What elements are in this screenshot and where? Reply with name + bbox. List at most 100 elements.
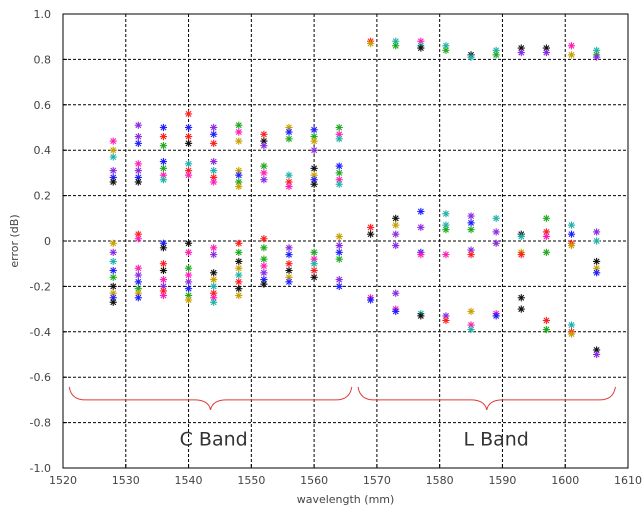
data-point bbox=[542, 248, 550, 256]
data-point bbox=[109, 146, 117, 154]
data-point bbox=[184, 123, 193, 132]
data-point bbox=[335, 135, 343, 143]
x-tick-label: 1530 bbox=[112, 474, 140, 487]
data-point bbox=[335, 169, 343, 177]
data-point bbox=[109, 239, 117, 247]
band-labels: C Band L Band bbox=[180, 428, 529, 450]
data-point bbox=[260, 275, 268, 284]
data-point bbox=[109, 298, 117, 306]
data-point bbox=[417, 223, 425, 231]
data-point bbox=[310, 273, 318, 281]
data-point bbox=[467, 307, 475, 315]
data-point bbox=[159, 142, 168, 150]
y-tick-label: -1.0 bbox=[30, 462, 51, 475]
data-point bbox=[567, 42, 576, 50]
data-point bbox=[109, 167, 117, 175]
data-point bbox=[109, 282, 117, 290]
data-point bbox=[235, 137, 243, 145]
data-point bbox=[567, 230, 576, 238]
data-point bbox=[184, 132, 193, 141]
y-tick-label: 0.6 bbox=[34, 99, 52, 112]
data-point bbox=[235, 248, 243, 256]
data-point bbox=[417, 251, 425, 259]
data-point bbox=[210, 123, 218, 132]
x-tick-label: 1540 bbox=[175, 474, 203, 487]
data-point bbox=[517, 48, 525, 57]
data-point bbox=[184, 160, 193, 168]
data-point bbox=[184, 271, 193, 279]
data-point bbox=[285, 182, 293, 191]
data-point bbox=[442, 316, 450, 325]
data-point bbox=[310, 260, 318, 268]
data-point bbox=[134, 173, 142, 182]
data-point bbox=[392, 241, 400, 250]
data-point bbox=[109, 178, 117, 186]
y-tick-label: 0.2 bbox=[34, 190, 52, 203]
data-point bbox=[134, 235, 142, 243]
data-point bbox=[134, 132, 142, 141]
data-point bbox=[260, 280, 268, 288]
data-point bbox=[159, 275, 168, 284]
data-point bbox=[593, 53, 601, 61]
data-point bbox=[184, 110, 193, 118]
band-brace bbox=[357, 386, 616, 411]
data-point bbox=[109, 137, 117, 145]
data-point bbox=[260, 176, 268, 184]
x-tick-label: 1570 bbox=[363, 474, 391, 487]
data-point bbox=[467, 219, 475, 227]
data-point bbox=[285, 260, 293, 268]
data-point bbox=[285, 266, 293, 275]
data-point bbox=[417, 44, 425, 52]
data-point bbox=[593, 350, 601, 359]
x-tick-labels: 1520 1530 1540 1550 1560 1570 1580 1590 1600 1610 bbox=[49, 474, 642, 487]
data-point bbox=[235, 264, 243, 272]
y-tick-label: 0.8 bbox=[34, 53, 52, 66]
plot-frame bbox=[62, 13, 629, 469]
data-point bbox=[235, 239, 243, 247]
data-point bbox=[260, 137, 268, 145]
data-point bbox=[134, 160, 142, 168]
data-point bbox=[109, 266, 117, 275]
data-point bbox=[367, 39, 375, 48]
data-point bbox=[285, 251, 293, 259]
data-point bbox=[492, 228, 500, 236]
y-axis-title: error (dB) bbox=[8, 214, 21, 267]
data-point bbox=[442, 210, 450, 218]
x-tick-label: 1590 bbox=[488, 474, 516, 487]
data-point bbox=[235, 171, 243, 179]
data-point bbox=[310, 126, 318, 134]
y-tick-label: -0.8 bbox=[30, 417, 51, 430]
data-point bbox=[235, 271, 243, 279]
data-point bbox=[335, 248, 343, 256]
data-point bbox=[109, 257, 117, 266]
data-point bbox=[285, 178, 293, 186]
data-point bbox=[517, 294, 525, 302]
data-point bbox=[235, 182, 243, 191]
data-point bbox=[593, 269, 601, 277]
data-point bbox=[367, 230, 375, 238]
x-tick-label: 1610 bbox=[614, 474, 642, 487]
data-point bbox=[235, 278, 243, 286]
data-point bbox=[285, 244, 293, 252]
data-point bbox=[184, 296, 193, 304]
data-point bbox=[210, 244, 218, 252]
data-point bbox=[260, 255, 268, 263]
data-point bbox=[184, 139, 193, 147]
data-point bbox=[210, 269, 218, 277]
x-axis-title: wavelength (mm) bbox=[297, 493, 395, 506]
data-point bbox=[159, 164, 168, 172]
data-point bbox=[260, 169, 268, 177]
data-point bbox=[593, 257, 601, 266]
data-point bbox=[392, 221, 400, 229]
data-point bbox=[467, 325, 475, 334]
band-label: C Band bbox=[180, 428, 248, 450]
data-point bbox=[392, 230, 400, 238]
data-point bbox=[235, 128, 243, 136]
data-point bbox=[159, 132, 168, 141]
data-point bbox=[335, 123, 343, 132]
data-point bbox=[467, 53, 475, 61]
data-point bbox=[310, 266, 318, 275]
data-point bbox=[335, 162, 343, 170]
data-point bbox=[134, 271, 142, 279]
